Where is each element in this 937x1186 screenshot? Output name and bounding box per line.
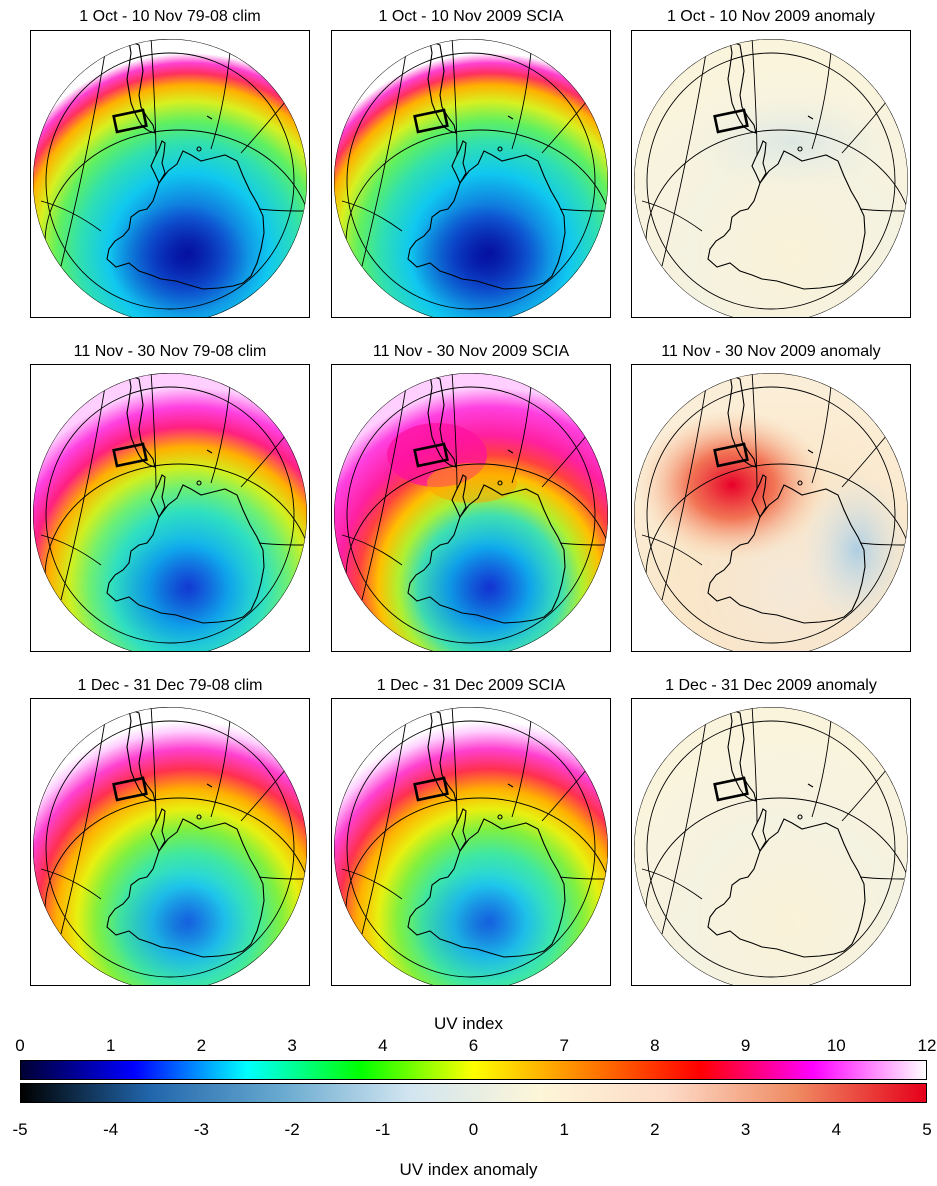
anomaly-tick-label: -4: [103, 1120, 119, 1139]
anomaly-tick-label: -1: [375, 1120, 391, 1139]
uv-tick-label: 6: [468, 1036, 479, 1055]
map-panel-1: [30, 30, 310, 318]
map-panel-6: [631, 364, 911, 652]
uv-tick-label: 1: [105, 1036, 116, 1055]
anomaly-tick-label: 1: [559, 1120, 569, 1139]
panel-title: 1 Dec - 31 Dec 79-08 clim: [77, 677, 263, 694]
anomaly-tick-label: -3: [193, 1120, 209, 1139]
anomaly-tick-label: 2: [650, 1120, 660, 1139]
uv-tick-label: 12: [917, 1036, 937, 1055]
uv-tick-label: 3: [287, 1036, 297, 1055]
anomaly-tick-label: -5: [12, 1120, 28, 1139]
panel-title: 1 Dec - 31 Dec 2009 anomaly: [665, 677, 877, 694]
map-panel-2: [331, 30, 611, 318]
map-panel-8: [331, 698, 611, 986]
uv-colorbar: [20, 1060, 927, 1080]
panel-title: 11 Nov - 30 Nov 2009 SCIA: [372, 343, 570, 360]
panel-title: 1 Dec - 31 Dec 2009 SCIA: [376, 677, 566, 694]
panel-title: 1 Oct - 10 Nov 2009 SCIA: [378, 8, 564, 25]
panel-title: 11 Nov - 30 Nov 2009 anomaly: [661, 343, 881, 360]
anomaly-tick-label: 0: [468, 1120, 479, 1139]
map-panel-3: [631, 30, 911, 318]
uv-tick-label: 10: [826, 1036, 846, 1055]
panel-title: 1 Oct - 10 Nov 79-08 clim: [79, 8, 261, 25]
map-panel-5: [331, 364, 611, 652]
uv-tick-label: 0: [15, 1036, 25, 1055]
uv-tick-label: 9: [740, 1036, 751, 1055]
anomaly-tick-label: 5: [922, 1120, 932, 1139]
panel-title: 1 Oct - 10 Nov 2009 anomaly: [666, 8, 876, 25]
uv-tick-label: 8: [650, 1036, 660, 1055]
map-panel-7: [30, 698, 310, 986]
anomaly-colorbar: [20, 1083, 927, 1103]
uv-colorbar-label: UV index: [434, 1014, 503, 1033]
panel-title: 11 Nov - 30 Nov 79-08 clim: [73, 343, 267, 360]
anomaly-tick-label: 4: [831, 1120, 842, 1139]
uv-tick-label: 4: [378, 1036, 388, 1055]
anomaly-tick-label: 3: [740, 1120, 751, 1139]
uv-tick-label: 2: [196, 1036, 207, 1055]
anomaly-tick-label: -2: [284, 1120, 300, 1139]
anomaly-colorbar-label: UV index anomaly: [399, 1160, 538, 1179]
map-panel-9: [631, 698, 911, 986]
uv-tick-label: 7: [559, 1036, 569, 1055]
map-panel-4: [30, 364, 310, 652]
